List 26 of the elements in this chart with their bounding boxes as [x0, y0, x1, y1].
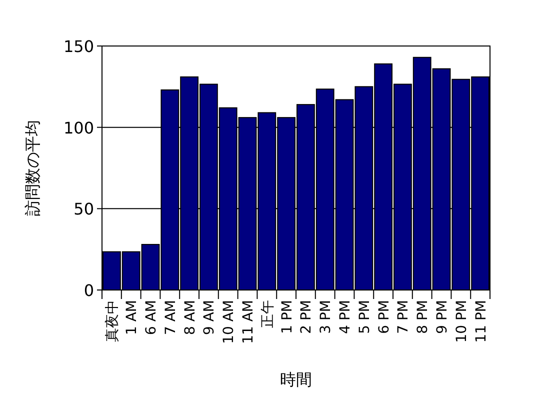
- y-tick-label: 100: [63, 118, 94, 138]
- x-tick-label: 6 PM: [376, 300, 392, 334]
- y-tick-label: 0: [84, 281, 94, 300]
- x-tick-label: 7 PM: [396, 300, 412, 334]
- x-tick-label: 9 PM: [434, 300, 450, 334]
- x-tick-label: 9 AM: [202, 300, 218, 336]
- x-tick-label: 5 PM: [356, 300, 373, 334]
- x-tick-label: 1 AM: [124, 300, 140, 336]
- x-tick-label: 正午: [260, 300, 276, 328]
- x-tick-label: 4 PM: [338, 300, 354, 334]
- x-tick-label: 7 AM: [162, 300, 179, 336]
- x-tick-label: 10 PM: [454, 300, 470, 343]
- x-tick-label: 1 PM: [279, 300, 296, 334]
- y-axis-title: 訪問数の平均: [23, 120, 42, 216]
- x-tick-label: 6 AM: [144, 300, 160, 336]
- x-tick-label: 真夜中: [104, 300, 121, 342]
- x-tick-label: 3 PM: [318, 300, 334, 334]
- x-tick-label: 11 PM: [473, 300, 490, 343]
- x-axis-title: 時間: [280, 370, 312, 389]
- x-tick-label: 8 PM: [415, 300, 432, 334]
- x-tick-label: 2 PM: [298, 300, 315, 334]
- x-tick-label: 11 AM: [240, 300, 256, 344]
- y-tick-label: 150: [63, 37, 94, 56]
- y-tick-label: 50: [74, 200, 94, 219]
- x-tick-label: 10 AM: [221, 300, 238, 344]
- x-tick-label: 8 AM: [182, 300, 198, 336]
